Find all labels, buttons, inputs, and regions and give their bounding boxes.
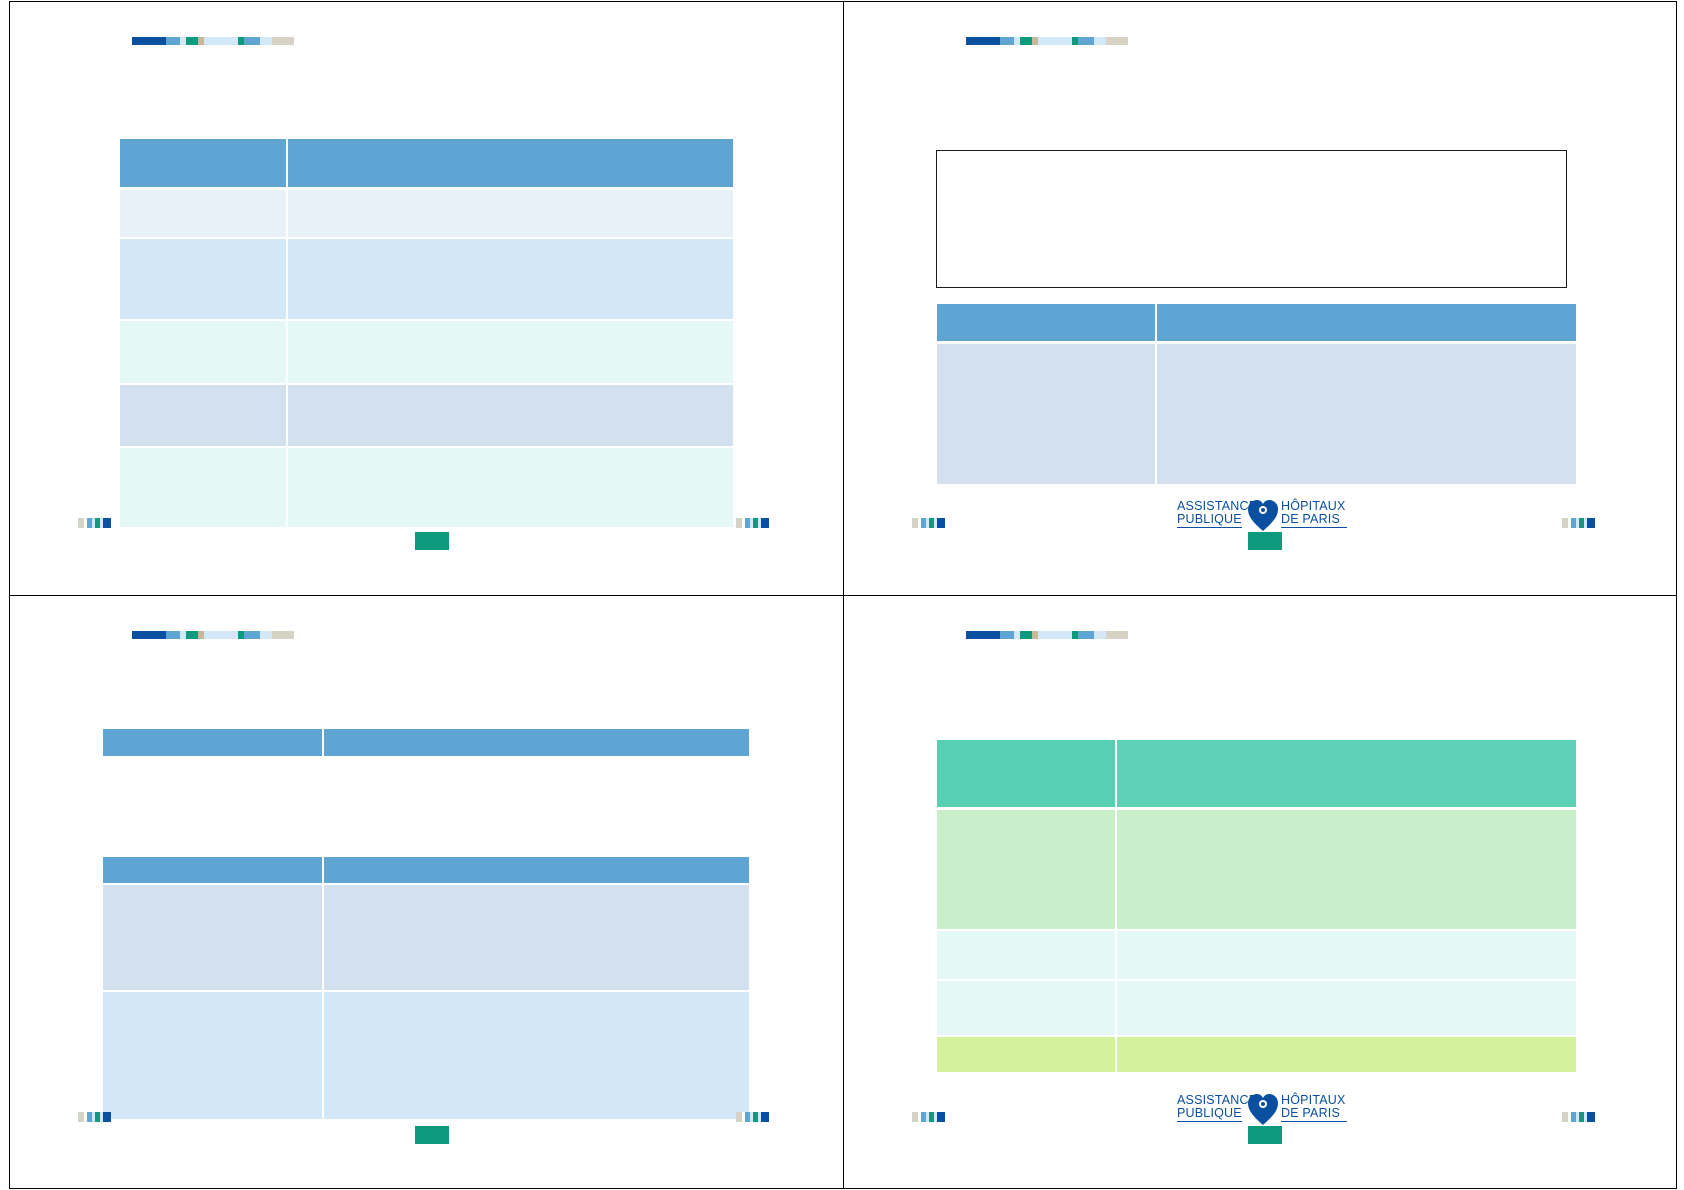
footer-stripe-right [1562, 1112, 1595, 1122]
table-row-1-cell-2 [1157, 344, 1576, 484]
table-row-3-cell-1 [937, 981, 1115, 1035]
footer-stripe-left [912, 518, 945, 528]
table-row-5-cell-2 [288, 448, 733, 527]
footer-stripe-right [736, 1112, 769, 1122]
table-row-1-cell-1 [120, 190, 286, 237]
content-table-bottom [103, 857, 749, 1119]
logo-underline-left [1177, 1121, 1242, 1122]
slide-4: ASSISTANCE PUBLIQUE HÔPITAUX DE PARIS [844, 596, 1676, 1188]
header-color-stripe [132, 37, 294, 45]
table-row-2-cell-1 [937, 931, 1115, 979]
table-header-cell-2 [1157, 304, 1576, 341]
table-header-cell-2 [324, 857, 749, 883]
logo-underline-right [1281, 1121, 1347, 1122]
text-box [936, 150, 1567, 288]
footer-stripe-left [912, 1112, 945, 1122]
table-header-cell-2 [1117, 740, 1576, 807]
table-row-5-cell-1 [120, 448, 286, 527]
slide-2: ASSISTANCE PUBLIQUE HÔPITAUX DE PARIS [844, 2, 1676, 595]
header-color-stripe [966, 37, 1128, 45]
table-row-1-cell-2 [1117, 810, 1576, 929]
page-number-badge [1248, 1126, 1282, 1144]
table-row-2-cell-2 [288, 239, 733, 319]
table-row-1-cell-1 [937, 344, 1155, 484]
content-table [937, 740, 1576, 1072]
table-row-1-cell-1 [937, 810, 1115, 929]
table-header-cell-1 [120, 139, 286, 187]
table-header-cell-1 [103, 857, 322, 883]
header-color-stripe [966, 631, 1128, 639]
slide-1 [10, 2, 843, 595]
aphp-heart-logo-icon [1248, 1094, 1278, 1125]
table-row-2-cell-1 [103, 992, 322, 1119]
header-color-stripe [132, 631, 294, 639]
logo-text-hopitaux: HÔPITAUX [1281, 1093, 1346, 1107]
logo-underline-right [1281, 527, 1347, 528]
footer-stripe-right [736, 518, 769, 528]
slide-3 [10, 596, 843, 1188]
table-row-1-cell-2 [324, 885, 749, 990]
logo-underline-left [1177, 527, 1242, 528]
page-number-badge [1248, 532, 1282, 550]
logo-text-assistance: ASSISTANCE [1177, 1093, 1258, 1107]
footer-stripe-left [78, 1112, 111, 1122]
footer-stripe-right [1562, 518, 1595, 528]
table-row-2-cell-2 [1117, 931, 1576, 979]
table-row-1-cell-1 [103, 885, 322, 990]
aphp-heart-logo-icon [1248, 500, 1278, 531]
table-row-4-cell-1 [937, 1037, 1115, 1072]
table-row-4-cell-1 [120, 385, 286, 446]
table-row-4-cell-2 [288, 385, 733, 446]
table-header-cell-2 [324, 729, 749, 756]
aphp-logo: ASSISTANCE PUBLIQUE HÔPITAUX DE PARIS [1177, 498, 1353, 534]
content-table [120, 139, 733, 527]
frame-horizontal-divider [9, 595, 1677, 596]
table-row-1-cell-2 [288, 190, 733, 237]
table-header-cell-1 [937, 304, 1155, 341]
content-table [937, 304, 1576, 484]
page-number-badge [415, 532, 449, 550]
table-header-cell-2 [288, 139, 733, 187]
logo-text-publique: PUBLIQUE [1177, 512, 1242, 526]
logo-text-publique: PUBLIQUE [1177, 1106, 1242, 1120]
logo-text-hopitaux: HÔPITAUX [1281, 499, 1346, 513]
footer-stripe-left [78, 518, 111, 528]
logo-text-assistance: ASSISTANCE [1177, 499, 1258, 513]
table-row-3-cell-1 [120, 321, 286, 383]
table-row-3-cell-2 [1117, 981, 1576, 1035]
table-header-cell-1 [937, 740, 1115, 807]
logo-text-de-paris: DE PARIS [1281, 1106, 1341, 1120]
table-row-4-cell-2 [1117, 1037, 1576, 1072]
content-table-top [103, 729, 749, 756]
page-number-badge [415, 1126, 449, 1144]
table-header-cell-1 [103, 729, 322, 756]
table-row-2-cell-2 [324, 992, 749, 1119]
logo-text-de-paris: DE PARIS [1281, 512, 1341, 526]
table-row-2-cell-1 [120, 239, 286, 319]
aphp-logo: ASSISTANCE PUBLIQUE HÔPITAUX DE PARIS [1177, 1092, 1353, 1128]
table-row-3-cell-2 [288, 321, 733, 383]
